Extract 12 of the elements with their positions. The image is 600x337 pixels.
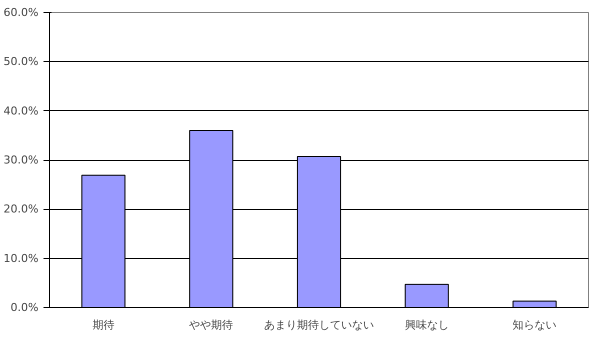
y-tick-label: 20.0% [4, 202, 39, 216]
y-tick-label: 50.0% [4, 55, 39, 68]
y-tick-label: 10.0% [4, 252, 39, 265]
x-tick-label: 興味なし [404, 318, 449, 332]
y-tick-label: 60.0% [4, 6, 39, 19]
y-tick-label: 0.0% [10, 301, 39, 314]
x-tick-label: 期待 [92, 318, 114, 332]
x-tick-label: あまり期待していない [264, 318, 374, 332]
y-tick-label: 30.0% [4, 154, 39, 166]
y-tick-label: 40.0% [4, 104, 39, 118]
x-tick-label: 知らない [512, 318, 557, 332]
x-tick-label: やや期待 [189, 318, 234, 332]
